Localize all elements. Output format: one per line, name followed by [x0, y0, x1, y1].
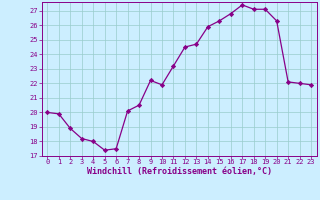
X-axis label: Windchill (Refroidissement éolien,°C): Windchill (Refroidissement éolien,°C) [87, 167, 272, 176]
